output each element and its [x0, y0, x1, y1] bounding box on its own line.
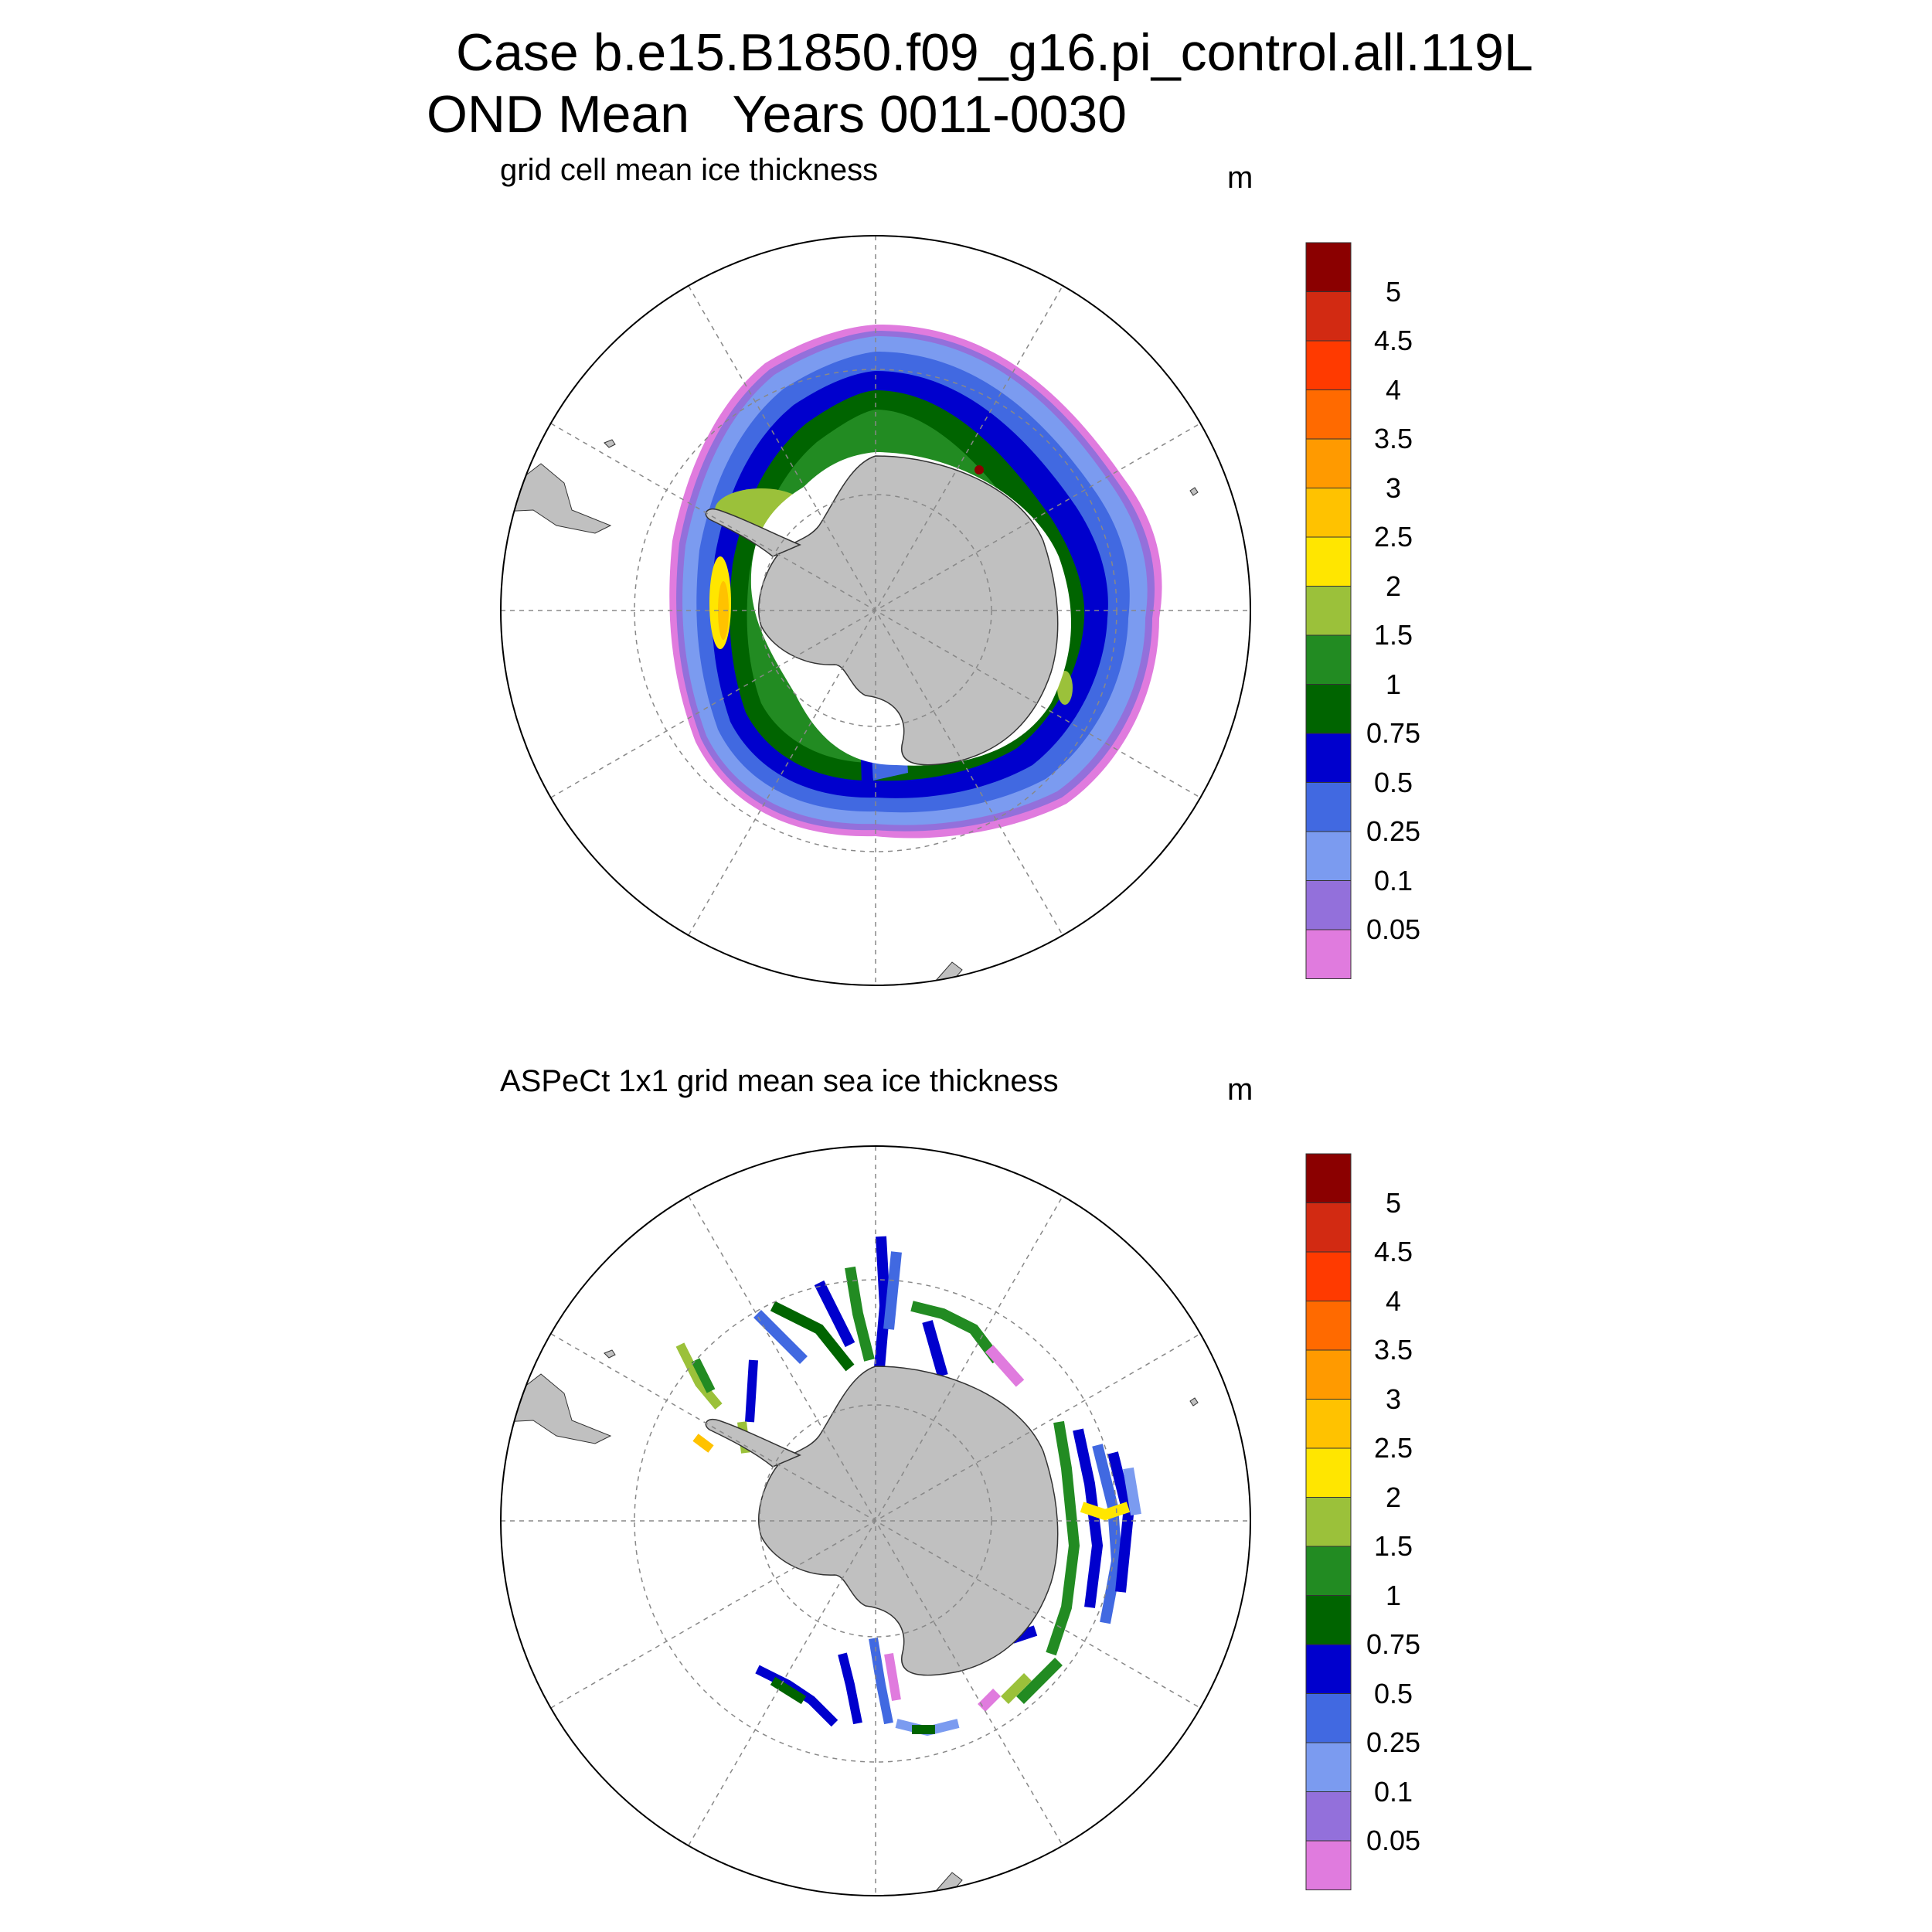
colorbar-2-swatch-2 [1305, 1251, 1352, 1301]
colorbar-1-swatch-11 [1305, 782, 1352, 832]
falkland-islands-2 [604, 1349, 616, 1359]
colorbar-1-label: 0.05 [1366, 913, 1421, 945]
falkland-islands [604, 439, 616, 448]
colorbar-1-label: 1.5 [1373, 619, 1413, 651]
panel-2-units: m [1227, 1073, 1253, 1107]
title-line-1: Case b.e15.B1850.f09_g16.pi_control.all.… [456, 23, 1533, 82]
colorbar-1-swatch-0 [1305, 242, 1352, 292]
colorbar-1-swatch-8 [1305, 634, 1352, 685]
colorbar-2-label: 1 [1385, 1579, 1402, 1611]
colorbar-1-label: 5 [1385, 275, 1402, 308]
new-zealand-south-2 [934, 1872, 963, 1896]
colorbar-1-swatch-14 [1305, 929, 1352, 979]
panel-2-map [501, 1236, 1199, 1896]
colorbar-1-swatch-10 [1305, 733, 1352, 783]
colorbar-1-swatch-2 [1305, 340, 1352, 390]
south-america-tip-2 [501, 1373, 612, 1444]
obs-track-north [753, 1236, 1025, 1387]
south-america-tip [501, 463, 612, 534]
colorbar-1-swatch-7 [1305, 586, 1352, 636]
colorbar-1-swatch-1 [1305, 291, 1352, 342]
colorbar-2-label: 5 [1385, 1186, 1402, 1219]
kerguelen-2 [1189, 1397, 1199, 1406]
colorbar-2-label: 3.5 [1373, 1334, 1413, 1366]
title-line-2: OND Mean Years 0011-0030 [427, 85, 1127, 144]
colorbar-2-label: 2.5 [1373, 1432, 1413, 1464]
colorbar-1-label: 4.5 [1373, 325, 1413, 356]
panel-2-graticule [501, 1146, 1250, 1896]
colorbar-2-label: 0.05 [1366, 1825, 1421, 1856]
colorbar-2-swatch-11 [1305, 1693, 1352, 1743]
colorbar-2-swatch-13 [1305, 1791, 1352, 1842]
colorbar-1-label: 0.5 [1373, 766, 1413, 798]
colorbar-2-label: 4.5 [1373, 1236, 1413, 1267]
colorbar-2-swatch-6 [1305, 1447, 1352, 1498]
colorbar-2-swatch-0 [1305, 1153, 1352, 1203]
colorbar-2-swatch-1 [1305, 1202, 1352, 1253]
colorbar-2-label: 4 [1385, 1284, 1402, 1317]
colorbar-2-label: 2 [1385, 1481, 1402, 1513]
panel-1-units: m [1227, 161, 1253, 195]
colorbar-2-swatch-7 [1305, 1497, 1352, 1547]
panel-2-boundary [500, 1145, 1251, 1896]
colorbar-2-swatch-3 [1305, 1301, 1352, 1351]
panel-2-title: ASPeCt 1x1 grid mean sea ice thickness [500, 1064, 1059, 1098]
colorbar-1-label: 0.1 [1373, 864, 1413, 896]
obs-track-south [755, 1638, 960, 1736]
colorbar-2-swatch-12 [1305, 1742, 1352, 1792]
colorbar-1-label: 3.5 [1373, 423, 1413, 454]
colorbar-1-swatch-9 [1305, 684, 1352, 734]
colorbar-2 [1305, 1153, 1352, 1890]
colorbar-2-label: 0.5 [1373, 1677, 1413, 1709]
colorbar-2-swatch-9 [1305, 1595, 1352, 1645]
colorbar-2-label: 1.5 [1373, 1530, 1413, 1562]
panel-1-title: grid cell mean ice thickness [500, 153, 879, 187]
colorbar-1 [1305, 242, 1352, 979]
colorbar-2-label: 0.75 [1366, 1628, 1421, 1660]
new-zealand-south [934, 961, 963, 985]
colorbar-2-swatch-10 [1305, 1644, 1352, 1694]
colorbar-2-swatch-5 [1305, 1399, 1352, 1449]
colorbar-1-swatch-12 [1305, 831, 1352, 881]
colorbar-2-swatch-14 [1305, 1840, 1352, 1890]
colorbar-1-swatch-4 [1305, 438, 1352, 488]
colorbar-1-label: 4 [1385, 373, 1402, 406]
panel-1-boundary [500, 235, 1251, 986]
colorbar-1-swatch-13 [1305, 880, 1352, 930]
antarctic-peninsula-2 [705, 1419, 801, 1468]
colorbar-1-label: 3 [1385, 471, 1402, 504]
colorbar-1-swatch-3 [1305, 389, 1352, 440]
colorbar-1-label: 0.75 [1366, 717, 1421, 749]
panel-1-graticule [501, 236, 1250, 985]
antarctic-peninsula [705, 509, 801, 557]
colorbar-1-label: 2.5 [1373, 521, 1413, 553]
ice-patch-red [975, 465, 984, 474]
colorbar-1-label: 2 [1385, 570, 1402, 602]
colorbar-1-label: 0.25 [1366, 815, 1421, 847]
colorbar-2-label: 0.25 [1366, 1726, 1421, 1758]
colorbar-1-label: 1 [1385, 668, 1402, 700]
colorbar-2-swatch-4 [1305, 1349, 1352, 1400]
panel-1-map [501, 324, 1199, 985]
colorbar-2-label: 3 [1385, 1383, 1402, 1415]
colorbar-1-swatch-6 [1305, 536, 1352, 587]
colorbar-1-swatch-5 [1305, 488, 1352, 538]
colorbar-2-swatch-8 [1305, 1546, 1352, 1596]
colorbar-2-label: 0.1 [1373, 1775, 1413, 1808]
kerguelen [1189, 487, 1199, 496]
